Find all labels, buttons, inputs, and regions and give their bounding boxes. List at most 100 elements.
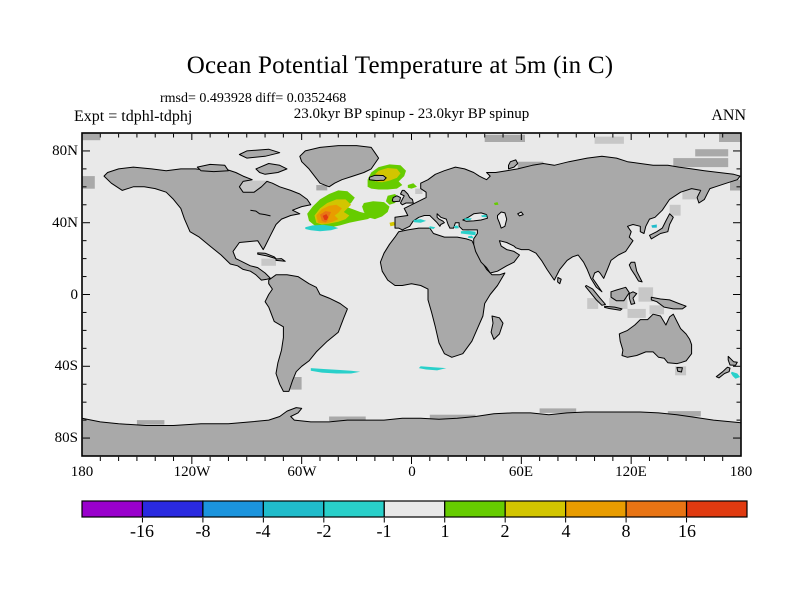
continent-landmass xyxy=(584,285,606,306)
lat-tick-label-40N: 40N xyxy=(52,215,78,231)
lon-tick-label-120W: 120W xyxy=(173,464,211,480)
continent-landmass xyxy=(368,174,387,182)
aral-sea xyxy=(517,211,524,217)
land-mask-cell xyxy=(667,411,701,417)
anomaly-tyrrhenian-cool-speck xyxy=(428,226,436,229)
land-mask-cell xyxy=(429,414,476,420)
anomaly-portugal-yellow-speck xyxy=(389,221,395,227)
continent-landmass xyxy=(676,367,683,373)
lon-tick-label-60E: 60E xyxy=(508,464,534,480)
colorbar-label-1: 1 xyxy=(440,521,450,541)
colorbar-label-16: 16 xyxy=(678,521,696,541)
land-mask-cell xyxy=(730,179,741,191)
anomaly-aegean-cool-speck xyxy=(453,225,460,229)
map-frame xyxy=(81,132,742,457)
great-lakes-outline xyxy=(250,209,271,217)
land-mask-cell xyxy=(695,149,729,157)
land-mask-cell xyxy=(627,308,646,318)
continent-landmass xyxy=(400,189,414,206)
land-mask-cell xyxy=(539,408,577,413)
anomaly-west-med-cool xyxy=(413,219,427,223)
anomaly-black-sea-east-speck xyxy=(481,214,487,218)
lat-tick-label-40S: 40S xyxy=(54,358,78,374)
colorbar-label--2: -2 xyxy=(316,521,332,541)
lat-tick-label-80N: 80N xyxy=(52,143,78,159)
colorbar-segment xyxy=(625,500,688,518)
land-mask-cell xyxy=(484,134,525,142)
lon-tick-label-180: 180 xyxy=(70,464,94,480)
anomaly-black-sea-cool-speck xyxy=(464,218,472,221)
land-mask-cell xyxy=(82,133,101,141)
colorbar-label--8: -8 xyxy=(195,521,211,541)
continent-landmass xyxy=(257,252,277,260)
anomaly-south-atlantic-cool-streak xyxy=(310,368,361,374)
land-mask-cell xyxy=(415,188,423,194)
colorbar-segment xyxy=(141,500,204,518)
continent-landmass xyxy=(715,366,731,379)
continent-landmass xyxy=(557,277,562,285)
continent-landmass xyxy=(255,163,288,175)
land-mask-cell xyxy=(673,158,729,168)
caspian-sea xyxy=(497,211,508,229)
anomaly-east-med-cool xyxy=(460,230,476,236)
continent-landmass xyxy=(391,195,401,203)
continent-landmass xyxy=(508,159,519,170)
colorbar-segment xyxy=(262,500,325,518)
land-mask-cell xyxy=(316,185,328,191)
season-label: ANN xyxy=(711,107,746,124)
anomaly-caspian-north-warm-speck xyxy=(493,202,499,206)
land-mask-cell xyxy=(594,136,624,144)
continent-landmass xyxy=(196,163,229,173)
colorbar-segment xyxy=(323,500,385,518)
anomaly-new-zealand-cool-patch xyxy=(730,371,741,379)
continent-landmass xyxy=(275,258,286,262)
lon-tick-label-180: 180 xyxy=(729,464,753,480)
colorbar-label--4: -4 xyxy=(255,521,271,541)
anomaly-levant-cool-speck xyxy=(468,235,474,239)
colorbar-segment xyxy=(504,500,567,518)
anomaly-south-africa-cool-streak xyxy=(418,366,447,371)
continent-landmass xyxy=(264,274,348,392)
anomaly-gulf-stream-max xyxy=(322,214,329,220)
land-mask-cell xyxy=(669,204,681,216)
continent-landmass xyxy=(727,355,738,366)
land-mask-cell xyxy=(261,258,276,266)
continent-landmass xyxy=(650,296,687,310)
colorbar-label-8: 8 xyxy=(621,521,631,541)
anomaly-biscay-warm-patch xyxy=(362,201,390,220)
colorbar-segment xyxy=(383,500,446,518)
land-mask-cell xyxy=(649,305,665,315)
continent-landmass xyxy=(604,305,623,311)
continent-landmass xyxy=(610,286,630,302)
continent-landmass xyxy=(394,155,741,293)
colorbar-label-2: 2 xyxy=(500,521,510,541)
anomaly-sargasso-cool-band xyxy=(305,224,339,232)
land-mask-cell xyxy=(719,133,741,142)
lat-tick-label-80S: 80S xyxy=(54,430,78,446)
continent-landmass xyxy=(81,407,742,457)
land-mask-cell xyxy=(136,420,165,425)
page-title: Ocean Potential Temperature at 5m (in C) xyxy=(186,52,614,79)
continent-landmass xyxy=(490,315,504,340)
colorbar-segment xyxy=(81,500,144,518)
continent-landmass xyxy=(649,213,674,240)
land-mask-cell xyxy=(82,176,95,189)
anomaly-japan-sea-cool-speck xyxy=(651,224,657,228)
stats-line: rmsd= 0.493928 diff= 0.0352468 xyxy=(160,91,347,106)
continent-landmass xyxy=(628,291,638,305)
run-comparison-label: 23.0kyr BP spinup - 23.0kyr BP spinup xyxy=(293,106,530,122)
experiment-label: Expt = tdphl-tdphj xyxy=(74,108,193,125)
lat-tick-label-0: 0 xyxy=(70,287,79,303)
colorbar-segment xyxy=(444,500,506,518)
continent-landmass xyxy=(103,166,312,281)
colorbar-label--1: -1 xyxy=(376,521,392,541)
continent-landmass xyxy=(379,227,506,358)
continent-landmass xyxy=(299,145,380,188)
land-mask-cell xyxy=(609,298,628,309)
continent-landmass xyxy=(238,148,281,159)
continent-landmass xyxy=(618,313,693,365)
colorbar-label-4: 4 xyxy=(561,521,571,541)
colorbar-segment xyxy=(202,500,264,518)
land-mask-cell xyxy=(329,416,366,421)
